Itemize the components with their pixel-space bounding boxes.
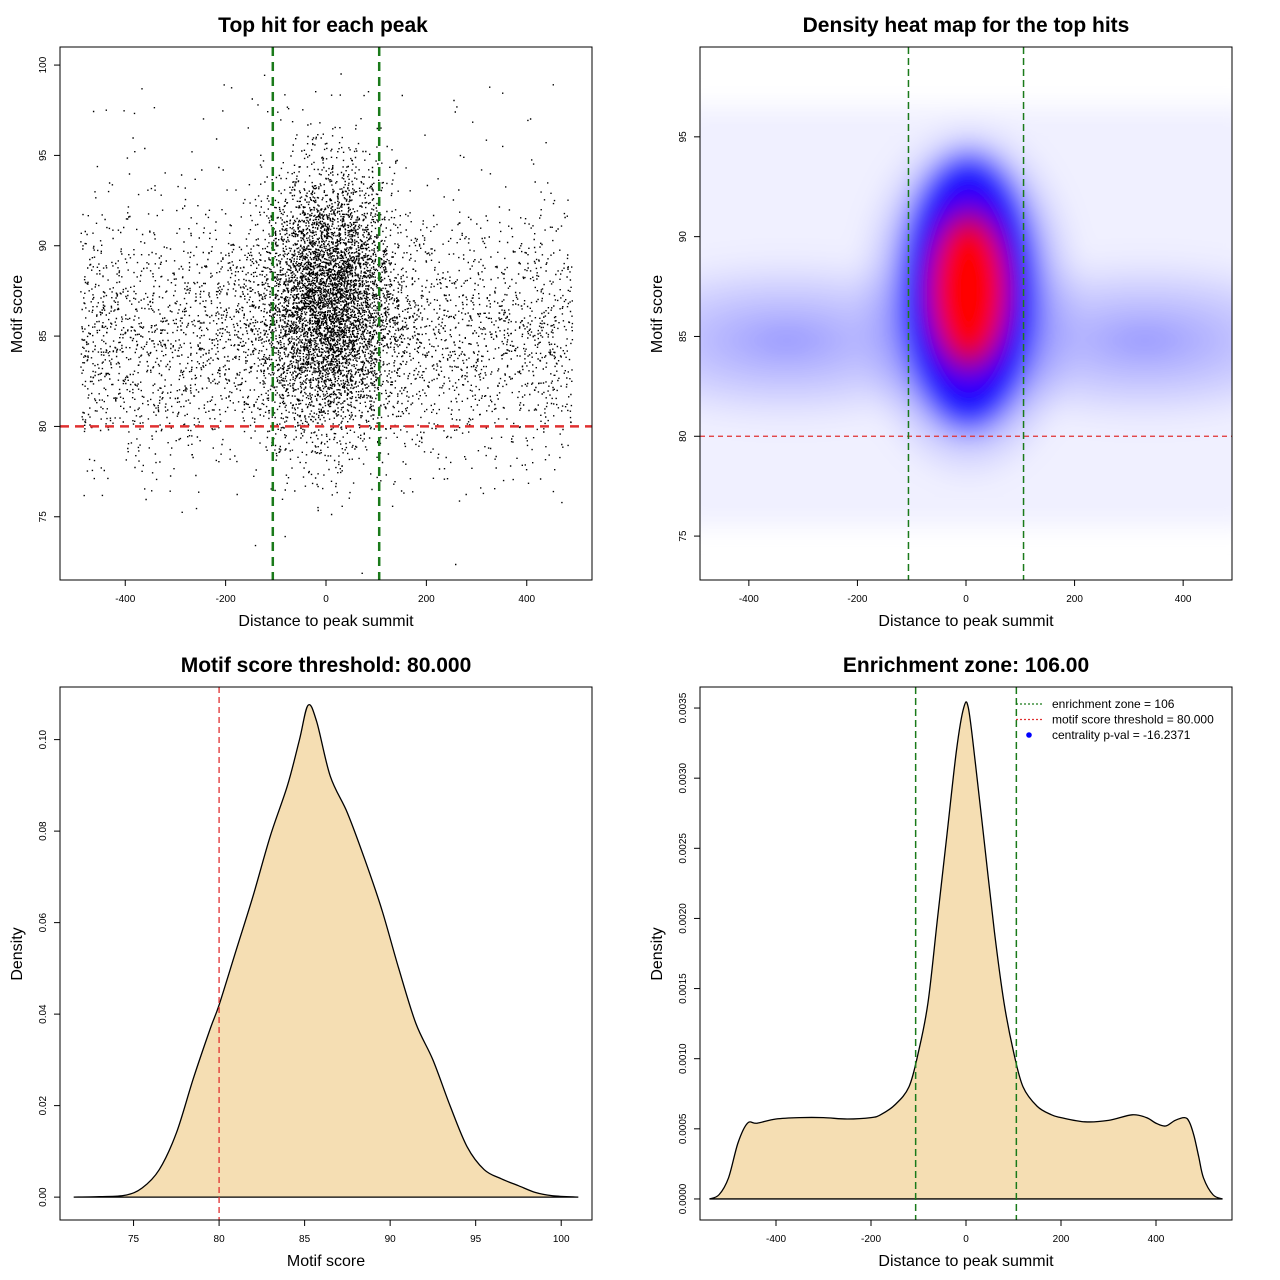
y-tick-label: 80 xyxy=(678,430,689,442)
x-tick-label: -400 xyxy=(115,594,135,605)
score-density-panel: Motif score threshold: 80.000 Motif scor… xyxy=(9,654,593,1270)
score-density-x-axis-label: Motif score xyxy=(287,1253,365,1270)
y-tick-label: 85 xyxy=(678,330,689,342)
y-tick-label: 75 xyxy=(38,511,49,523)
distance-density-y-axis-label: Density xyxy=(649,927,666,980)
x-tick-label: 200 xyxy=(1066,594,1083,605)
x-tick-label: 95 xyxy=(470,1234,482,1245)
density-curve xyxy=(709,701,1223,1200)
x-tick-label: -200 xyxy=(861,1234,881,1245)
y-tick-label: 95 xyxy=(38,149,49,161)
scatter-point-cloud xyxy=(80,73,574,575)
heatmap-core xyxy=(893,140,1044,441)
y-tick-label: 0.0000 xyxy=(678,1183,689,1214)
distance-density-panel: Enrichment zone: 106.00 Distance to peak… xyxy=(649,654,1233,1270)
x-tick-label: 0 xyxy=(323,594,329,605)
x-tick-label: 75 xyxy=(128,1234,140,1245)
distance-density-axes: -400 -200 0 200 400 0.0000 0.0005 0.0010 0.0015 0… xyxy=(678,686,1233,1245)
y-tick-label: 0.08 xyxy=(38,821,49,841)
score-density-axes: 75 80 85 90 95 100 0.00 0.02 0.04 0.06 0.08 0.10 xyxy=(38,686,593,1245)
y-tick-label: 0.0015 xyxy=(678,973,689,1004)
distance-density-title: Enrichment zone: 106.00 xyxy=(843,654,1089,677)
y-tick-label: 0.0025 xyxy=(678,833,689,864)
y-tick-label: 0.0035 xyxy=(678,692,689,723)
score-density-marks xyxy=(73,687,579,1220)
x-tick-label: 200 xyxy=(1053,1234,1070,1245)
y-tick-label: 0.0030 xyxy=(678,762,689,793)
plot-frame xyxy=(59,686,593,1221)
y-tick-label: 85 xyxy=(38,330,49,342)
x-tick-label: 85 xyxy=(299,1234,311,1245)
x-tick-label: 80 xyxy=(214,1234,226,1245)
x-tick-label: 90 xyxy=(385,1234,397,1245)
x-tick-label: 0 xyxy=(963,594,969,605)
scatter-x-axis-label: Distance to peak summit xyxy=(238,613,414,630)
y-tick-label: 0.0010 xyxy=(678,1043,689,1074)
scatter-title: Top hit for each peak xyxy=(218,14,428,37)
y-tick-label: 0.10 xyxy=(38,729,49,749)
y-tick-label: 100 xyxy=(38,56,49,73)
heatmap-marks xyxy=(700,47,1232,580)
x-tick-label: -200 xyxy=(847,594,867,605)
heatmap-x-axis-label: Distance to peak summit xyxy=(878,613,1054,630)
y-tick-label: 75 xyxy=(678,530,689,542)
density-curve xyxy=(73,703,579,1198)
y-tick-label: 95 xyxy=(678,131,689,143)
x-tick-label: 400 xyxy=(1175,594,1192,605)
x-tick-label: 0 xyxy=(963,1234,969,1245)
heatmap-axes: -400 -200 0 200 400 75 80 85 90 95 xyxy=(678,46,1233,605)
y-tick-label: 0.0005 xyxy=(678,1113,689,1144)
y-tick-label: 0.06 xyxy=(38,912,49,932)
x-tick-label: -200 xyxy=(216,594,236,605)
scatter-y-axis-label: Motif score xyxy=(9,275,26,353)
scatter-panel: Top hit for each peak Distance to peak s… xyxy=(9,14,593,630)
legend-entry: motif score threshold = 80.000 xyxy=(1052,713,1214,727)
score-density-y-axis-label: Density xyxy=(9,927,26,980)
y-tick-label: 80 xyxy=(38,420,49,432)
distance-density-legend: enrichment zone = 106 motif score thresho… xyxy=(1016,697,1214,742)
y-tick-label: 90 xyxy=(678,231,689,243)
heatmap-panel: Density heat map for the top hits Distan… xyxy=(649,14,1233,630)
heatmap-y-axis-label: Motif score xyxy=(649,275,666,353)
legend-entry: enrichment zone = 106 xyxy=(1052,697,1175,711)
x-tick-label: 200 xyxy=(418,594,435,605)
distance-density-marks xyxy=(709,687,1223,1220)
density-area-fill xyxy=(73,704,579,1198)
legend-point-marker xyxy=(1026,732,1032,738)
score-density-title: Motif score threshold: 80.000 xyxy=(181,654,472,677)
x-tick-label: 400 xyxy=(518,594,535,605)
scatter-points xyxy=(80,73,574,575)
y-tick-label: 0.04 xyxy=(38,1004,49,1024)
x-tick-label: 400 xyxy=(1148,1234,1165,1245)
x-tick-label: -400 xyxy=(766,1234,786,1245)
density-area-fill xyxy=(709,701,1223,1199)
y-tick-label: 0.0020 xyxy=(678,903,689,934)
heatmap-title: Density heat map for the top hits xyxy=(803,14,1130,37)
y-tick-label: 0.00 xyxy=(38,1187,49,1207)
distance-density-x-axis-label: Distance to peak summit xyxy=(878,1253,1054,1270)
scatter-marks xyxy=(60,47,592,580)
legend-entry: centrality p-val = -16.2371 xyxy=(1052,728,1191,742)
x-tick-label: -400 xyxy=(739,594,759,605)
y-tick-label: 0.02 xyxy=(38,1095,49,1115)
density-heatmap xyxy=(700,47,1232,580)
x-tick-label: 100 xyxy=(553,1234,570,1245)
scatter-axes: -400 -200 0 200 400 75 80 85 90 95 100 xyxy=(38,46,593,605)
y-tick-label: 90 xyxy=(38,240,49,252)
